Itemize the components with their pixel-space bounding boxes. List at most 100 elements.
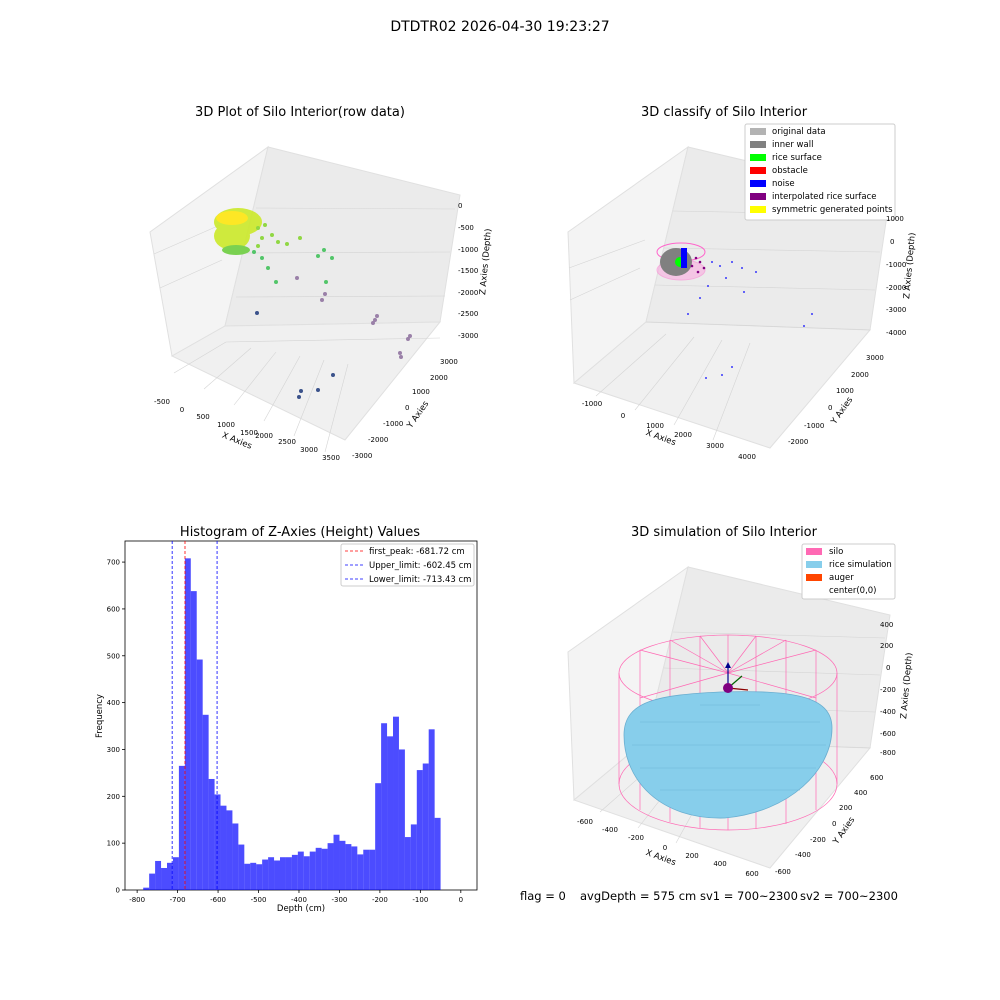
histogram-bar [166,862,173,890]
simulation-ytick: 200 [839,804,852,812]
histogram-xtick: 0 [459,896,463,904]
histogram-bar [172,857,179,890]
classify-ytick: 0 [828,404,832,412]
histogram-bar [268,857,275,890]
histogram-bar [309,851,316,890]
raw-points [214,208,412,399]
raw-ztick: -1500 [458,267,478,275]
histogram-bar [351,846,358,890]
classify-zlabel: Z Axies (Depth) [902,232,918,299]
histogram-xtick: -800 [129,896,145,904]
histogram-bar [196,659,203,890]
auger-marker [723,662,749,693]
histogram-bar [339,840,346,890]
legend-item: silo [829,547,843,557]
raw-xtick: 1500 [240,429,258,437]
classify-title: 3D classify of Silo Interior [641,105,808,120]
raw-ytick: -2000 [368,436,388,444]
classify-ztick: -1000 [886,261,906,269]
histogram-ytick: 600 [107,605,120,613]
histogram-bar [285,857,292,890]
legend-swatch [750,128,766,135]
classify-axes-box [567,145,891,449]
histogram-yticks: 0 100 200 300 400 500 600 700 [107,559,125,895]
histogram-bar [428,729,435,890]
classify-ztick: -3000 [886,306,906,314]
classify-xtick: 4000 [738,453,756,461]
histogram-bar [161,867,167,890]
histogram-xticks: -800 -700 -600 -500 -400 -300 -200 -100 0 [129,890,463,904]
raw-ticks: -500 0 500 1000 1500 2000 2500 3000 3500… [154,202,494,462]
footer-flag: flag = 0 [520,889,566,903]
classify-points [656,242,813,379]
simulation-ytick: 400 [854,789,867,797]
raw-ytick: -1000 [383,420,403,428]
histogram-xtick: -400 [291,896,307,904]
simulation-panel: 3D simulation of Silo Interior [567,525,915,878]
histogram-bar [315,847,322,890]
legend-frame [744,123,896,221]
histogram-bar [155,860,162,890]
histogram-bar [178,765,185,890]
legend-item: auger [829,573,854,583]
legend-item: Lower_limit: -713.43 cm [369,575,471,585]
simulation-xtick: 0 [663,844,667,852]
raw-ytick: 3000 [440,358,458,366]
legend-swatch [806,548,822,555]
histogram-bar [375,783,382,890]
raw-xtick: 500 [196,413,209,421]
simulation-ytick: -600 [775,868,791,876]
histogram-ytick: 100 [107,840,120,848]
histogram-bar [369,849,376,890]
footer-sv2: sv2 = 700~2300 [800,889,898,903]
histogram-ytick: 400 [107,699,120,707]
histogram-bar [398,749,405,890]
histogram-xtick: -500 [251,896,267,904]
legend-frame [801,543,896,600]
raw-ytick: 2000 [430,374,448,382]
simulation-ytick: 0 [832,820,836,828]
raw-ytick: -3000 [352,452,372,460]
legend-frame [340,543,475,587]
histogram-bar [244,863,251,890]
footer: flag = 0 avgDepth = 575 cm sv1 = 700~230… [520,889,898,903]
raw-axes-box [149,145,461,441]
histogram-ytick: 700 [107,559,120,567]
raw-title: 3D Plot of Silo Interior(row data) [195,105,405,120]
raw-ztick: -3000 [458,332,478,340]
histogram-bar [143,887,150,890]
legend-item: obstacle [772,166,808,176]
simulation-xtick: 600 [745,870,758,878]
raw-ztick: -1000 [458,246,478,254]
classify-ytick: -1000 [804,422,824,430]
simulation-ytick: -200 [810,836,826,844]
rice-surface [623,691,833,819]
classify-ylabel: Y Axies [829,395,856,427]
footer-avg-depth: avgDepth = 575 cm [580,889,696,903]
histogram-bar [238,844,245,890]
raw-xtick: 0 [180,406,184,414]
classify-panel: 3D classify of Silo Interior [567,105,918,461]
histogram-bar [422,763,429,890]
legend-swatch [750,154,766,161]
histogram-ytick: 200 [107,793,120,801]
histogram-bar [220,805,227,890]
classify-grid [568,210,886,441]
histogram-bars [143,558,441,890]
histogram-bar [410,824,417,890]
simulation-ztick: -200 [880,686,896,694]
histogram-title: Histogram of Z-Axies (Height) Values [180,525,420,540]
histogram-bar [190,591,197,890]
histogram-bar [393,716,399,890]
histogram-panel: Histogram of Z-Axies (Height) Values -80… [95,525,478,914]
raw-ytick: 0 [405,404,409,412]
raw-ztick: -2500 [458,310,478,318]
histogram-bar [363,849,370,890]
simulation-ytick: 600 [870,774,883,782]
histogram-bar [280,857,286,890]
histogram-vlines [171,541,218,890]
histogram-bar [262,859,269,890]
histogram-bar [345,844,352,890]
histogram-xtick: -300 [331,896,347,904]
